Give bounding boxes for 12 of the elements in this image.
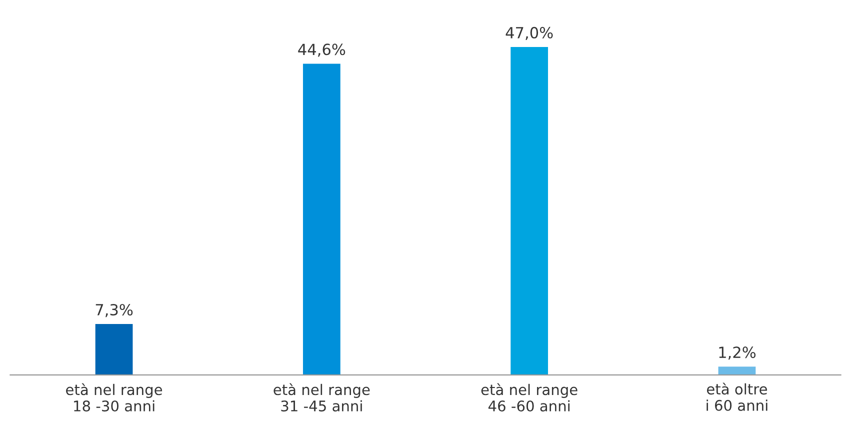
bar (510, 46, 548, 375)
x-tick-label: età oltre i 60 anni (706, 382, 768, 411)
data-label: 47,0% (506, 26, 553, 40)
bar (302, 64, 340, 375)
data-label: 1,2% (719, 346, 756, 360)
bar (95, 324, 133, 375)
bar (718, 366, 756, 375)
data-label: 7,3% (96, 304, 133, 318)
x-tick-label: età nel range 46 -60 anni (481, 383, 578, 412)
data-label: 44,6% (298, 44, 346, 57)
x-tick-label: età nel range 31 -45 anni (274, 383, 370, 412)
x-tick-label: età nel range 18 -30 anni (66, 383, 162, 412)
